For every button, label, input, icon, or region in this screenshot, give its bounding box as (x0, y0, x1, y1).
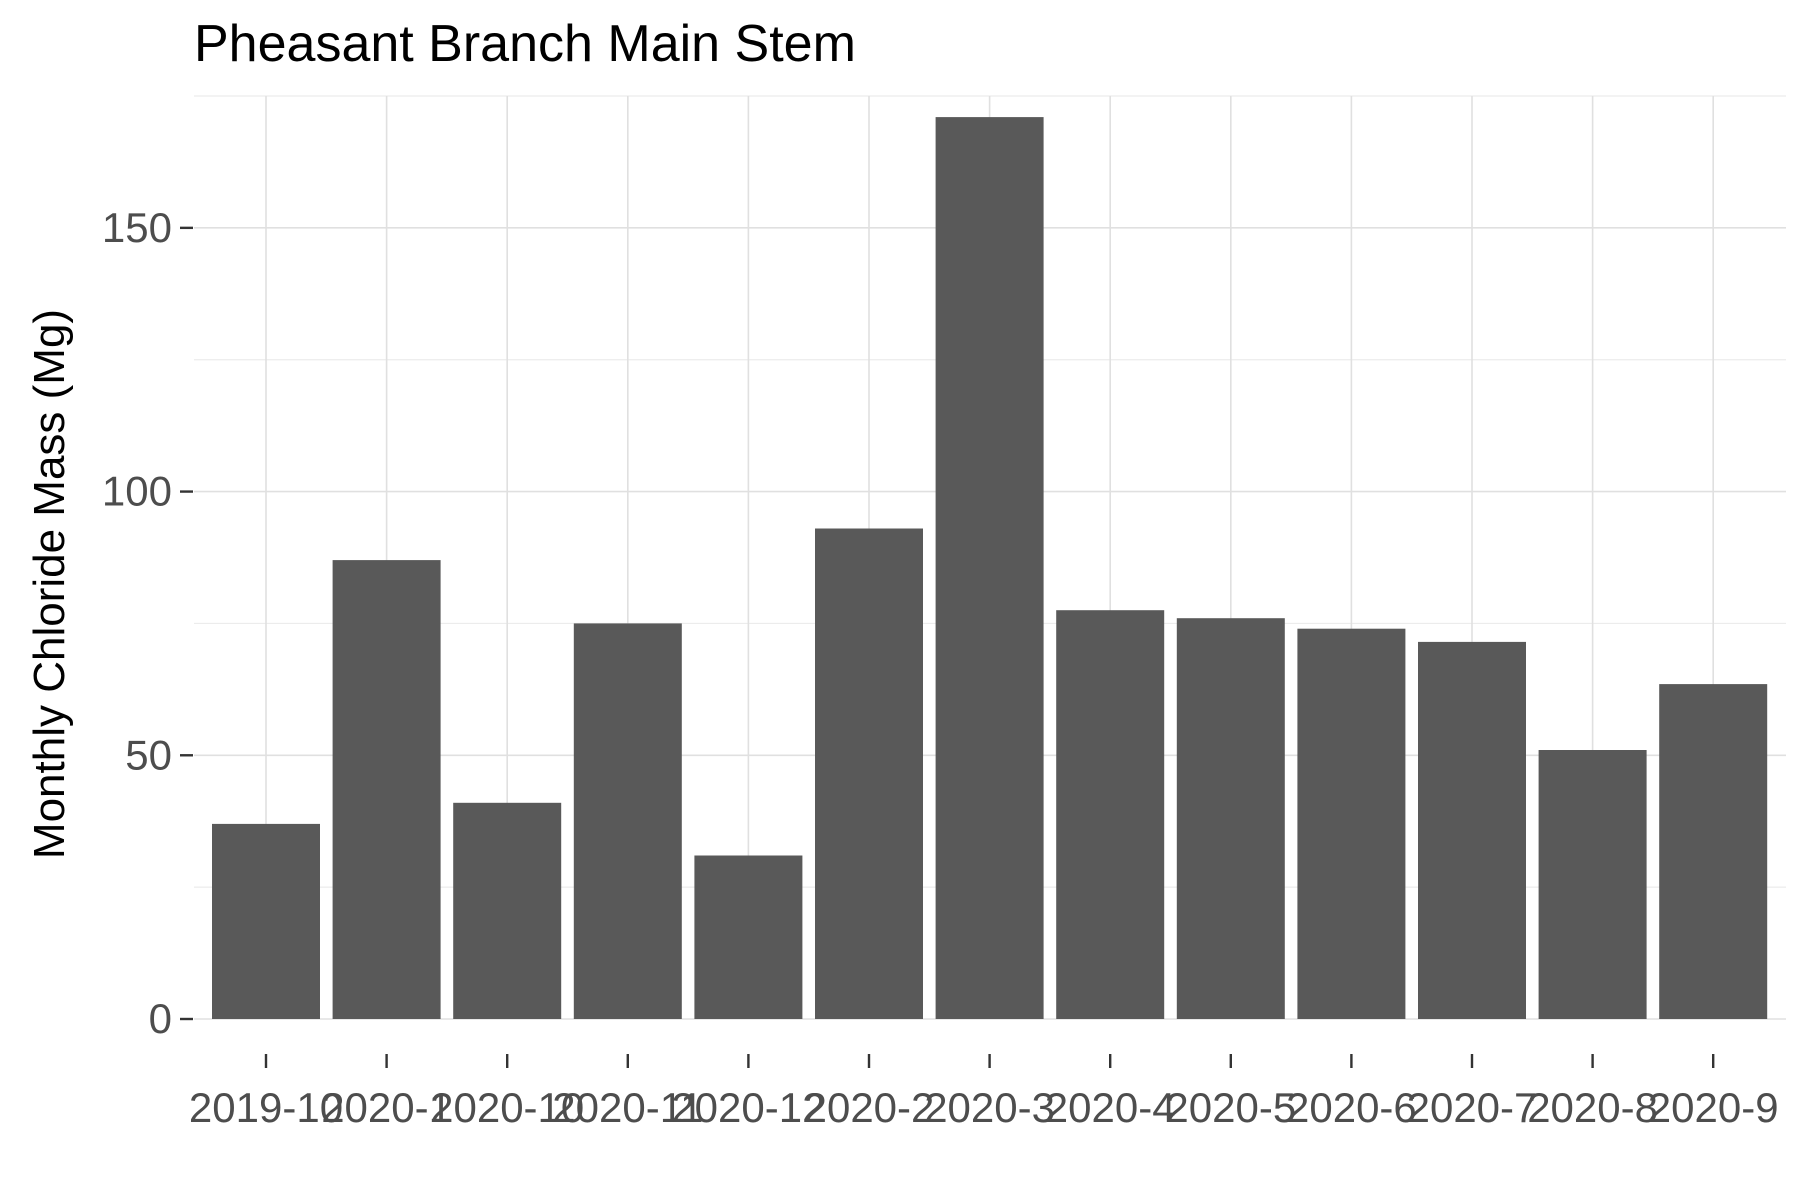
y-tick-label: 50 (125, 731, 172, 778)
y-axis-title: Monthly Chloride Mass (Mg) (25, 309, 74, 859)
bars (212, 117, 1768, 1020)
bar-2020-11 (573, 623, 682, 1019)
x-tick-label: 2020-3 (924, 1084, 1055, 1131)
x-tick-label: 2020-7 (1407, 1084, 1538, 1131)
bar-2020-1 (332, 560, 441, 1019)
x-tick-label: 2020-4 (1045, 1084, 1176, 1131)
x-tick-label: 2020-8 (1527, 1084, 1658, 1131)
bar-2020-2 (815, 528, 923, 1019)
bar-2020-6 (1297, 628, 1406, 1019)
x-axis: 2019-102020-12020-102020-112020-122020-2… (189, 1054, 1779, 1131)
y-tick-label: 0 (149, 995, 172, 1042)
y-tick-label: 100 (102, 468, 172, 515)
x-tick-label: 2020-11 (552, 1084, 703, 1131)
bar-2020-3 (935, 117, 1044, 1020)
bar-2020-9 (1659, 684, 1768, 1019)
y-tick-label: 150 (102, 204, 172, 251)
bar-2020-4 (1056, 610, 1165, 1019)
x-tick-label: 2020-9 (1648, 1084, 1779, 1131)
x-tick-label: 2019-10 (189, 1084, 343, 1131)
bar-2020-12 (694, 855, 803, 1019)
x-tick-label: 2020-1 (321, 1084, 452, 1131)
chart-title: Pheasant Branch Main Stem (194, 15, 856, 73)
x-tick-label: 2020-10 (430, 1084, 584, 1131)
bar-2020-7 (1418, 641, 1526, 1019)
bar-2020-8 (1538, 750, 1647, 1019)
y-axis: 0 50 100 150 (102, 204, 193, 1042)
bar-2019-10 (212, 823, 320, 1019)
x-tick-label: 2020-12 (671, 1084, 825, 1131)
x-tick-label: 2020-2 (804, 1084, 935, 1131)
bar-2020-10 (453, 802, 562, 1019)
x-tick-label: 2020-6 (1286, 1084, 1417, 1131)
bar-2020-5 (1176, 618, 1285, 1019)
x-tick-label: 2020-5 (1165, 1084, 1296, 1131)
